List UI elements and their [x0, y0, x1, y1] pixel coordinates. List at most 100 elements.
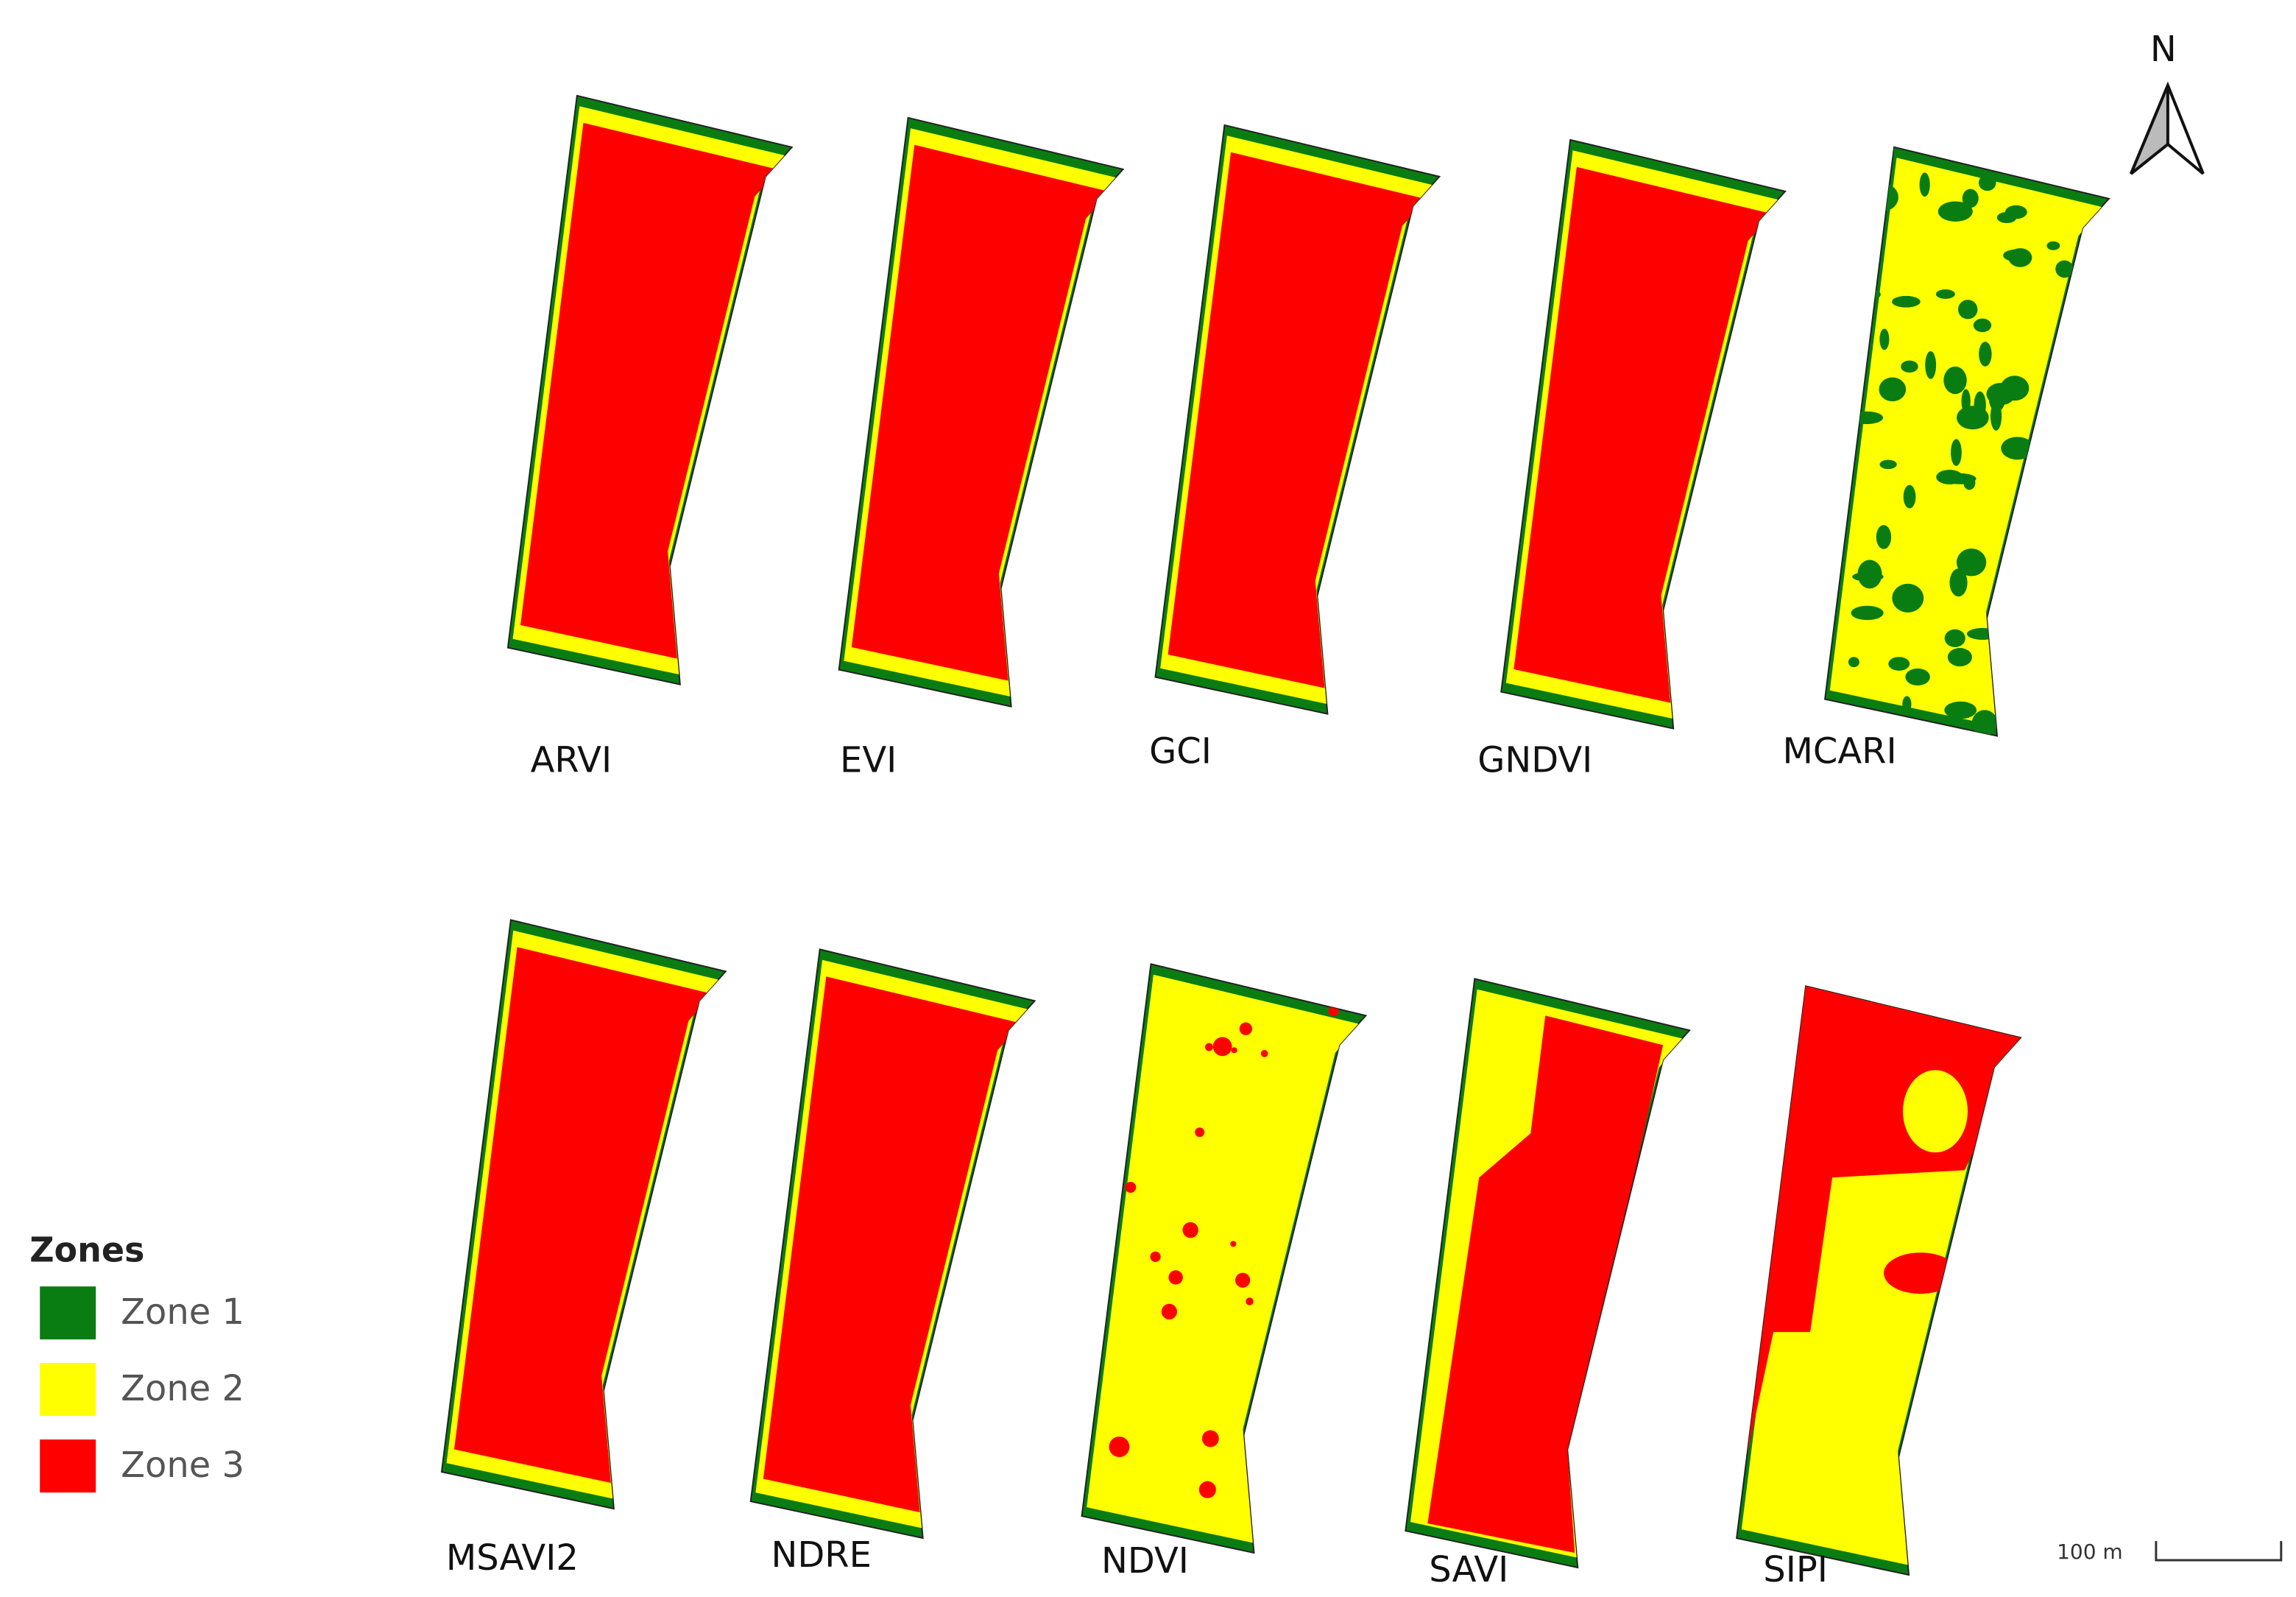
zone-1-patch [1831, 389, 1859, 412]
field-inner [1160, 135, 1435, 704]
zone-1-patch [1938, 201, 1973, 222]
zone-1-patch [1919, 172, 1930, 197]
field-inner [1410, 989, 1685, 1558]
zone-3-patch [1195, 1127, 1205, 1138]
zone-1-patch [2003, 249, 2030, 262]
zone-1-patch [2000, 376, 2030, 401]
zone-1-patch [1957, 300, 1978, 320]
zone-1-patch [1943, 473, 1977, 484]
legend-title: Zones [29, 1230, 144, 1270]
zone-3-patch [1150, 1251, 1161, 1262]
panel-label: SIPI [1763, 1549, 1828, 1590]
zone-1-patch [1979, 342, 1992, 367]
field [1823, 146, 2110, 737]
zone-1-patch [1966, 627, 1999, 640]
zone-3-patch [1884, 1252, 1957, 1294]
zone-1-patch [2077, 481, 2088, 493]
zone-1-patch [1956, 548, 1987, 577]
zone-3-patch [1125, 1182, 1137, 1194]
zone-2-patch [1903, 1070, 1968, 1153]
zone-3-patch [1235, 1272, 1251, 1288]
zone-1-patch [1848, 411, 1884, 424]
zone-1-patch [2055, 260, 2074, 278]
zone-3-patch [1205, 1043, 1213, 1051]
field [838, 116, 1125, 708]
field-inner [1825, 147, 2109, 736]
zone-1-patch [1865, 183, 1898, 212]
zone-3-patch [1327, 1230, 1346, 1249]
zone-1-patch [1825, 244, 1854, 267]
zone-1-patch [2046, 241, 2060, 250]
zone-1-patch [2024, 518, 2041, 535]
zone-3-area [1427, 1015, 1664, 1554]
zone-3-area [1168, 152, 1427, 688]
scale-line [2155, 1541, 2283, 1562]
panel-label: NDVI [1101, 1540, 1189, 1582]
field-inner [1081, 964, 1361, 1554]
zone-1-patch [1925, 350, 1937, 379]
zone-1-patch [1857, 560, 1882, 589]
zone-1-patch [1944, 701, 1977, 719]
field [1081, 963, 1368, 1554]
zone-1-patch [2009, 642, 2025, 669]
zone-1-patch [2074, 504, 2105, 528]
legend-swatch [40, 1363, 96, 1417]
panel-label: MSAVI2 [446, 1537, 579, 1579]
zone-1-patch [2092, 501, 2109, 518]
zone-3-area [763, 976, 1022, 1512]
scale-bar: 100 m [2057, 1540, 2283, 1564]
field [1736, 985, 2022, 1576]
zone-2-area [1087, 974, 1361, 1543]
fields [440, 94, 2110, 1576]
panel-label: ARVI [531, 740, 612, 781]
zone-3-patch [1260, 1050, 1268, 1057]
zone-1-patch [1892, 583, 1924, 613]
zone-1-patch [1843, 360, 1858, 376]
zone-1-patch [1996, 211, 2017, 224]
field [749, 948, 1036, 1540]
zone-1-patch [1978, 174, 1996, 191]
north-label: N [2150, 29, 2177, 70]
legend-item: Zone 3 [121, 1445, 244, 1486]
field-inner [755, 959, 1030, 1529]
legend: Zones Zone 1 Zone 2 Zone 3 [29, 1230, 244, 1493]
legend-swatch [40, 1286, 96, 1340]
zone-3-patch [1311, 1392, 1326, 1406]
field-inner [512, 106, 787, 674]
zone-3-patch [1109, 1436, 1130, 1457]
zone-1-patch [1905, 668, 1930, 685]
zone-1-patch [1951, 439, 1962, 466]
zone-1-patch [1973, 318, 1992, 333]
zone-1-patch [1869, 713, 1890, 727]
zone-1-patch [1935, 289, 1955, 299]
zone-1-patch [1892, 295, 1921, 308]
field-inner [1737, 986, 2021, 1565]
legend-swatch [40, 1439, 96, 1493]
scale-label: 100 m [2057, 1540, 2123, 1564]
panel-label: GNDVI [1477, 740, 1592, 781]
zone-1-patch [1879, 377, 1907, 402]
zone-1-patch [1944, 629, 1965, 647]
field-inner [1505, 150, 1781, 719]
field [1405, 978, 1692, 1569]
panel-label: SAVI [1429, 1549, 1508, 1590]
north-arrow: N [2130, 29, 2205, 175]
zone-1-patch [1873, 186, 1885, 195]
zone-3-area [1513, 166, 1773, 703]
legend-item: Zone 1 [121, 1291, 244, 1333]
zone-1-patch [2088, 341, 2109, 361]
zone-1-patch [1971, 710, 1998, 736]
zone-1-patch [1956, 406, 1989, 430]
zone-1-patch [2095, 448, 2106, 466]
zone-3-patch [1168, 1270, 1183, 1285]
zone-1-patch [2001, 437, 2034, 460]
zone-3-patch [1182, 1221, 1198, 1238]
zone-1-patch [1836, 361, 1858, 391]
zone-1-patch [1851, 605, 1884, 621]
field [506, 94, 794, 685]
arrow-shade [2130, 85, 2169, 175]
field [440, 919, 727, 1510]
zone-1-patch [1879, 459, 1897, 470]
